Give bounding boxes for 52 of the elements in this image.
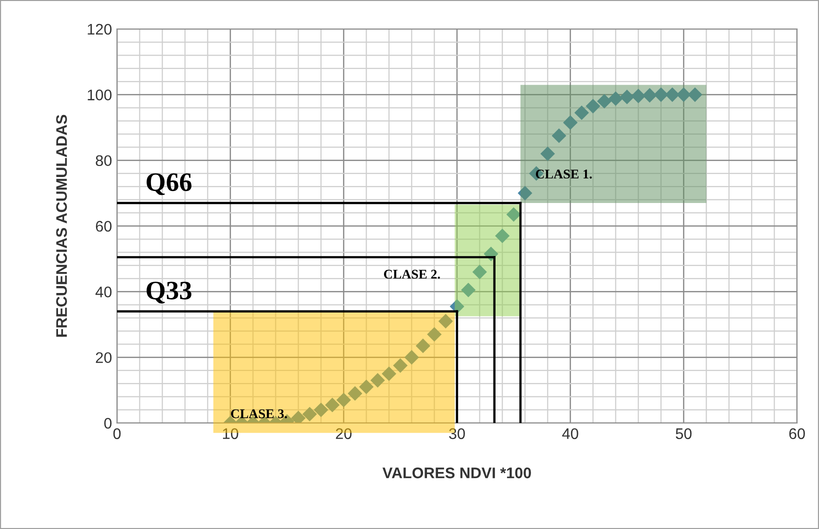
y-tick-label: 40 — [96, 286, 112, 298]
y-tick-label: 60 — [96, 220, 112, 232]
point — [620, 90, 634, 104]
point — [506, 207, 521, 222]
band-label: CLASE 2. — [384, 270, 440, 279]
point — [302, 406, 317, 422]
point — [642, 88, 657, 103]
x-tick-label: 60 — [789, 428, 805, 440]
y-tick-label: 120 — [88, 24, 112, 35]
point — [427, 327, 442, 342]
point — [574, 105, 589, 120]
point — [314, 402, 328, 418]
band-label: CLASE 1. — [536, 170, 592, 179]
point — [416, 338, 430, 354]
point — [348, 386, 362, 401]
x-tick-label: 40 — [562, 428, 578, 440]
point — [404, 350, 419, 365]
y-tick-label: 80 — [96, 155, 112, 166]
y-tick-label: 20 — [96, 352, 112, 364]
point — [359, 380, 374, 394]
point — [654, 87, 668, 102]
ref-line-label: Q33 — [146, 282, 192, 304]
point — [688, 87, 702, 102]
x-tick-label: 30 — [449, 428, 465, 440]
point — [665, 87, 680, 102]
y-tick-label: 0 — [104, 418, 112, 429]
y-tick-label: 100 — [88, 90, 112, 100]
point — [518, 186, 532, 200]
point — [631, 88, 646, 104]
band-label: CLASE 3. — [230, 409, 287, 418]
x-tick-label: 0 — [113, 428, 121, 440]
point — [472, 264, 487, 280]
point — [552, 128, 566, 143]
point — [597, 94, 612, 109]
point — [325, 398, 340, 412]
point — [393, 358, 408, 373]
point — [336, 392, 351, 408]
point — [382, 366, 396, 382]
point — [370, 373, 385, 388]
x-tick-label: 50 — [676, 428, 692, 440]
y-axis-title: FRECUENCIAS ACUMULADAS — [56, 114, 67, 337]
x-axis-title: VALORES NDVI *100 — [382, 468, 531, 478]
point — [676, 87, 691, 102]
point — [495, 228, 510, 244]
point — [586, 98, 600, 114]
point — [563, 115, 578, 130]
point — [540, 146, 555, 162]
ref-line-label: Q66 — [146, 173, 192, 196]
point — [608, 91, 623, 106]
point — [450, 299, 464, 314]
point — [461, 282, 476, 298]
point — [438, 314, 453, 328]
